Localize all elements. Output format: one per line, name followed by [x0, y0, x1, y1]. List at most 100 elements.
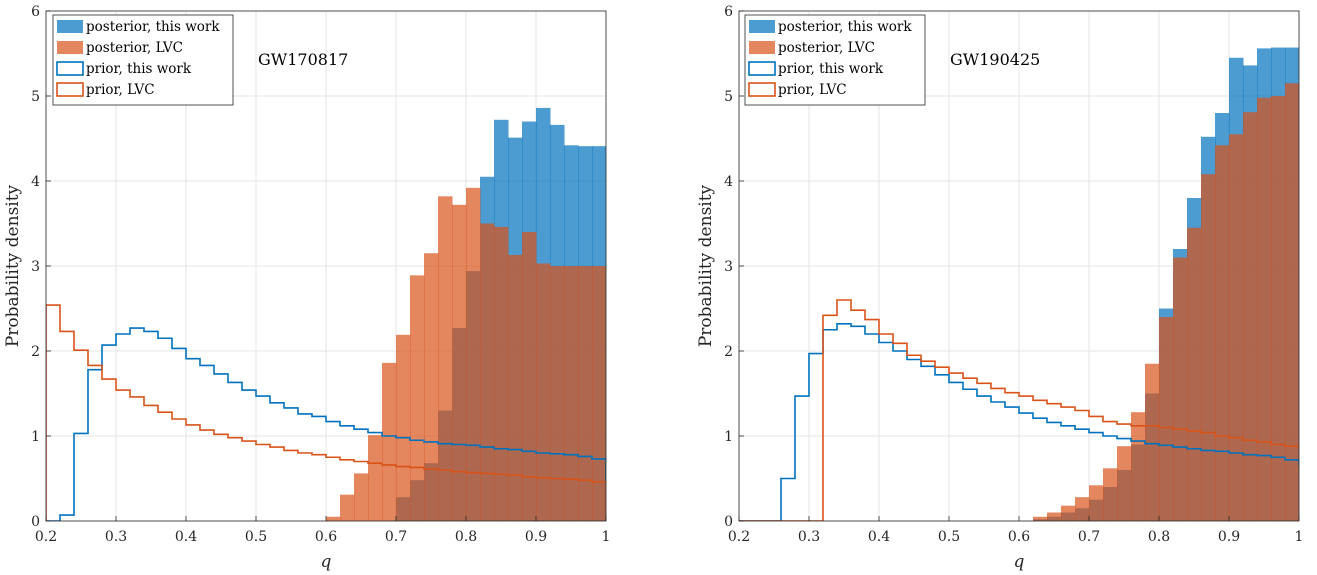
- histogram-bar: [1201, 174, 1216, 521]
- y-axis-label: Probability density: [696, 184, 716, 347]
- legend-swatch: [56, 61, 84, 76]
- histogram-bar: [1159, 317, 1174, 521]
- series-group: [46, 107, 606, 521]
- histogram-bar: [1103, 468, 1118, 521]
- series-prior-this-work: [46, 327, 606, 521]
- histogram-bar: [592, 266, 606, 521]
- legend-item: posterior, this work: [749, 19, 912, 35]
- legend-label: posterior, LVC: [778, 40, 875, 56]
- event-annotation: GW170817: [258, 50, 348, 69]
- histogram-bar: [1257, 97, 1272, 521]
- legend-label: posterior, this work: [86, 19, 220, 35]
- legend-item: prior, this work: [56, 61, 192, 77]
- chart-panel-1: 0.2 0.3 0.4 0.5 0.6 0.7 0.8 0.9 1 0 1 2 3 4 5 6 q Probabi…: [3, 4, 610, 572]
- x-tick-label: 0.2: [35, 529, 57, 545]
- histogram-bar: [480, 223, 495, 521]
- histogram-bar: [410, 275, 425, 521]
- histogram-bar: [340, 494, 355, 521]
- x-tick-label: 0.6: [315, 529, 337, 545]
- histogram-bar: [522, 232, 537, 521]
- histogram-bar: [1271, 96, 1286, 521]
- stairs-line: [739, 299, 1299, 521]
- y-tick-label: 3: [724, 259, 733, 275]
- x-tick-label: 0.4: [868, 529, 890, 545]
- y-tick-label: 3: [31, 259, 40, 275]
- stairs-line: [739, 323, 1299, 521]
- x-tick-label: 0.3: [105, 529, 127, 545]
- y-tick-label: 5: [724, 89, 733, 105]
- legend-label: posterior, this work: [778, 19, 912, 35]
- y-tick-label: 6: [724, 4, 733, 20]
- legend: posterior, this work posterior, LVC prior,…: [744, 14, 926, 106]
- legend-swatch: [748, 61, 776, 76]
- x-tick-label: 0.3: [798, 529, 820, 545]
- histogram-bar: [1173, 257, 1188, 521]
- stairs-line: [46, 327, 606, 521]
- y-tick-label: 4: [724, 174, 733, 190]
- legend-item: posterior, this work: [57, 19, 220, 35]
- series-posterior-lvc: [326, 187, 606, 521]
- x-tick-label: 0.7: [385, 529, 407, 545]
- series-prior-lvc: [739, 299, 1299, 521]
- y-tick-label: 2: [724, 344, 733, 360]
- x-tick-label: 1: [602, 529, 611, 545]
- legend-label: prior, this work: [86, 61, 192, 77]
- legend-item: prior, this work: [748, 61, 884, 77]
- histogram-bar: [1047, 512, 1062, 521]
- histogram-bar: [536, 263, 551, 521]
- x-tick-label: 0.5: [245, 529, 267, 545]
- histogram-bar: [1243, 112, 1258, 521]
- histogram-bar: [1187, 227, 1202, 521]
- histogram-bar: [382, 362, 397, 521]
- histogram-bar: [578, 266, 593, 521]
- x-tick-label: 0.6: [1008, 529, 1030, 545]
- legend-label: prior, LVC: [86, 82, 155, 98]
- x-tick-label: 0.4: [175, 529, 197, 545]
- y-tick-label: 5: [31, 89, 40, 105]
- y-tick-label: 6: [31, 4, 40, 20]
- series-group: [739, 47, 1299, 521]
- histogram-bar: [438, 196, 453, 521]
- chart-panel-2: 0.2 0.3 0.4 0.5 0.6 0.7 0.8 0.9 1 0 1 2 3 4 5 6 q Probabi…: [696, 4, 1303, 572]
- histogram-bar: [1089, 485, 1104, 521]
- histogram-bar: [564, 266, 579, 521]
- x-axis-label: q: [1014, 552, 1025, 572]
- legend-swatch: [749, 20, 775, 33]
- legend-item: posterior, LVC: [57, 40, 183, 56]
- x-tick-label: 0.7: [1078, 529, 1100, 545]
- histogram-bar: [452, 204, 467, 521]
- legend-swatch: [57, 41, 83, 54]
- histogram-bar: [354, 473, 369, 521]
- histogram-bar: [1215, 145, 1230, 521]
- legend-label: prior, LVC: [778, 82, 847, 98]
- x-tick-label: 1: [1295, 529, 1304, 545]
- legend-swatch: [56, 82, 84, 97]
- legend-item: prior, LVC: [748, 82, 847, 98]
- histogram-bar: [1285, 83, 1299, 521]
- y-tick-label: 0: [724, 514, 733, 530]
- histogram-bar: [326, 516, 341, 521]
- legend-swatch: [748, 82, 776, 97]
- histogram-bar: [494, 226, 509, 521]
- y-tick-label: 0: [31, 514, 40, 530]
- x-tick-label: 0.8: [1148, 529, 1170, 545]
- stairs-line: [46, 304, 606, 521]
- histogram-bar: [1075, 497, 1090, 521]
- legend-swatch: [57, 20, 83, 33]
- x-tick-label: 0.8: [455, 529, 477, 545]
- legend: posterior, this work posterior, LVC prior,…: [52, 14, 234, 106]
- legend-swatch: [749, 41, 775, 54]
- histogram-bar: [368, 435, 383, 521]
- legend-item: prior, LVC: [56, 82, 155, 98]
- histogram-bar: [1117, 446, 1132, 521]
- histogram-bar: [424, 253, 439, 521]
- histogram-bar: [550, 266, 565, 521]
- y-tick-label: 2: [31, 344, 40, 360]
- series-prior-lvc: [46, 304, 606, 521]
- histogram-bar: [1061, 505, 1076, 521]
- series-prior-this-work: [739, 323, 1299, 521]
- x-tick-label: 0.5: [938, 529, 960, 545]
- legend-label: prior, this work: [778, 61, 884, 77]
- y-tick-label: 4: [31, 174, 40, 190]
